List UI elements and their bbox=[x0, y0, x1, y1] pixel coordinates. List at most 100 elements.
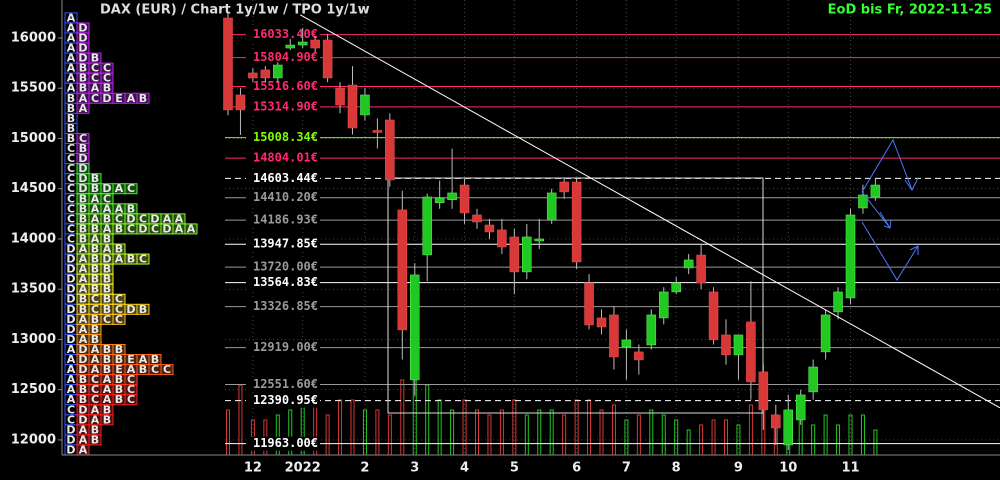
price-levels: 16033.40€ 15804.90€ 15516.60€ 15314.90€ 1500… bbox=[225, 27, 1000, 451]
tpo-letter: A bbox=[91, 403, 100, 416]
projection-arrow bbox=[904, 177, 919, 191]
level-label-bg bbox=[246, 50, 320, 65]
tpo-letter: B bbox=[127, 202, 135, 215]
x-tick-label: 5 bbox=[510, 461, 519, 476]
tpo-letter: D bbox=[78, 52, 87, 65]
tpo-letter: D bbox=[78, 31, 87, 44]
candle-body bbox=[758, 371, 769, 411]
candle-body bbox=[285, 44, 295, 49]
tpo-letter: A bbox=[79, 283, 88, 296]
tpo-letter: B bbox=[151, 353, 159, 366]
level-label: 13564.83€ bbox=[253, 275, 318, 289]
tpo-letter: B bbox=[91, 313, 99, 326]
tpo-letter: A bbox=[127, 363, 136, 376]
tpo-letter: C bbox=[67, 152, 75, 165]
tpo-letter: D bbox=[78, 42, 87, 55]
tpo-letter: A bbox=[127, 92, 136, 105]
tpo-letter: B bbox=[79, 72, 87, 85]
tpo-letter: B bbox=[91, 423, 99, 436]
level-label: 15804.90€ bbox=[253, 50, 318, 64]
candle-body bbox=[522, 236, 532, 273]
candle-body bbox=[434, 197, 445, 204]
x-tick-label: 2022 bbox=[285, 461, 321, 476]
level-label-bg bbox=[246, 151, 320, 166]
tpo-letter: B bbox=[103, 343, 111, 356]
level-label: 14410.20€ bbox=[253, 190, 318, 204]
candle-body bbox=[733, 334, 744, 356]
candle-body bbox=[422, 196, 432, 256]
tpo-letter: A bbox=[91, 82, 100, 95]
candle-body bbox=[833, 291, 843, 313]
candle-body bbox=[235, 94, 246, 111]
tpo-letter: B bbox=[79, 82, 87, 95]
projection-arrow bbox=[861, 221, 919, 281]
tpo-letter: C bbox=[67, 142, 75, 155]
level-label-bg bbox=[246, 213, 320, 228]
tpo-letter: A bbox=[67, 82, 76, 95]
tpo-letter: B bbox=[91, 52, 99, 65]
tpo-letter: B bbox=[91, 253, 99, 266]
tpo-letter: A bbox=[103, 222, 112, 235]
tpo-letter: D bbox=[138, 222, 147, 235]
candle-body bbox=[870, 184, 881, 198]
y-tick-label: 14500 bbox=[11, 181, 56, 196]
tpo-letter: C bbox=[151, 222, 159, 235]
tpo-letter: A bbox=[103, 202, 112, 215]
tpo-letter: B bbox=[79, 373, 87, 386]
x-tick-label: 8 bbox=[672, 461, 681, 476]
tpo-letter: B bbox=[103, 413, 111, 426]
tpo-letter: C bbox=[127, 393, 135, 406]
level-label: 12919.00€ bbox=[253, 340, 318, 354]
candle-body bbox=[808, 366, 818, 393]
tpo-letter: B bbox=[79, 222, 87, 235]
tpo-letter: B bbox=[91, 222, 99, 235]
tpo-letter: C bbox=[115, 212, 123, 225]
tpo-letter: A bbox=[67, 393, 76, 406]
tpo-letter: C bbox=[151, 363, 159, 376]
candle-body bbox=[484, 224, 495, 233]
tpo-letter: D bbox=[78, 182, 87, 195]
candle-body bbox=[297, 41, 308, 46]
tpo-letter: B bbox=[79, 393, 87, 406]
tpo-letter: B bbox=[91, 263, 99, 276]
tpo-letter: B bbox=[79, 212, 87, 225]
level-label-bg bbox=[246, 393, 320, 408]
tpo-letter: B bbox=[67, 102, 75, 115]
tpo-letter: D bbox=[66, 313, 75, 326]
level-label-bg bbox=[246, 340, 320, 355]
tpo-letter: C bbox=[127, 222, 135, 235]
candle-body bbox=[820, 314, 831, 353]
candle-body bbox=[771, 414, 781, 429]
tpo-letter: A bbox=[91, 212, 100, 225]
projection-arrow bbox=[861, 138, 913, 193]
candle-body bbox=[322, 39, 333, 79]
level-label: 11963.00€ bbox=[253, 436, 318, 450]
level-label-bg bbox=[246, 299, 320, 314]
level-label: 15314.90€ bbox=[253, 99, 318, 113]
tpo-letter: A bbox=[79, 433, 88, 446]
tpo-letter: B bbox=[103, 263, 111, 276]
tpo-cell bbox=[184, 223, 198, 235]
tpo-letter: D bbox=[78, 413, 87, 426]
tpo-cell bbox=[112, 313, 126, 325]
candle-body bbox=[783, 409, 793, 446]
projection-arrows bbox=[861, 138, 919, 281]
candle-body bbox=[746, 321, 756, 383]
candle-body bbox=[795, 394, 806, 421]
tpo-letter: C bbox=[103, 62, 111, 75]
level-label-bg bbox=[246, 99, 320, 114]
tpo-letter: A bbox=[139, 353, 148, 366]
tpo-cell bbox=[100, 414, 114, 426]
tpo-letter: B bbox=[139, 92, 147, 105]
candle-body bbox=[360, 94, 370, 116]
tpo-letter: B bbox=[115, 343, 123, 356]
tpo-letter: A bbox=[79, 263, 88, 276]
tpo-cell bbox=[124, 183, 138, 195]
tpo-letter: B bbox=[103, 232, 111, 245]
tpo-letter: B bbox=[79, 62, 87, 75]
tpo-letter: D bbox=[150, 212, 159, 225]
level-label: 12551.60€ bbox=[253, 377, 318, 391]
chart-subtitle: EoD bis Fr, 2022-11-25 bbox=[828, 3, 992, 18]
tpo-letter: A bbox=[115, 202, 124, 215]
